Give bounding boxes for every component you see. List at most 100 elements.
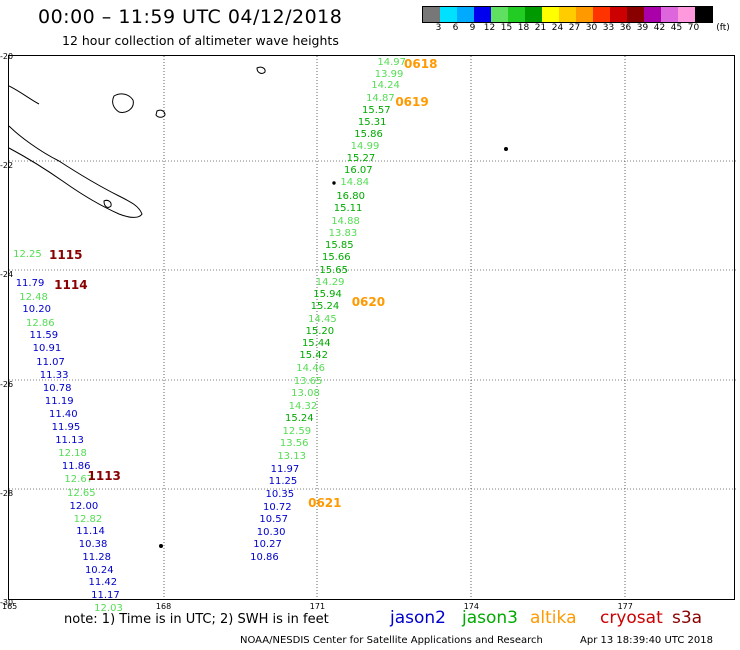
wave-height-value: 11.19: [44, 395, 74, 407]
wave-height-value: 13.56: [279, 438, 309, 450]
color-scale-bar: [422, 6, 713, 23]
wave-height-value: 11.25: [268, 476, 298, 488]
wave-height-value: 10.78: [42, 382, 72, 394]
wave-height-value: 11.17: [91, 590, 120, 602]
wave-height-value: 15.86: [354, 129, 383, 141]
pass-time-label: 1114: [54, 277, 88, 292]
legend-entry: s3a: [672, 608, 703, 628]
wave-height-value: 15.66: [321, 252, 351, 264]
color-scale-label: 70: [687, 23, 700, 33]
legend-entry: altika: [530, 608, 577, 628]
longitude-label: 171: [309, 602, 326, 611]
latitude-label: -28: [0, 488, 14, 498]
loyalty-island-maré: [112, 93, 134, 113]
color-swatch: [457, 7, 474, 22]
legend-entry: jason2: [390, 608, 446, 628]
islet-1: [504, 147, 508, 151]
wave-height-value: 12.03: [94, 602, 123, 614]
color-scale-label: 45: [670, 23, 683, 33]
wave-height-value: 14.88: [331, 215, 360, 227]
color-scale-label: 21: [534, 23, 547, 33]
color-swatch: [508, 7, 525, 22]
reef-line: [9, 85, 40, 105]
wave-height-value: 11.42: [88, 577, 118, 589]
color-swatch: [542, 7, 559, 22]
color-scale-label: 24: [551, 23, 564, 33]
islet-3: [159, 544, 163, 548]
wave-height-value: 10.20: [22, 304, 51, 316]
color-scale-label: 3: [435, 23, 442, 33]
credit-line: NOAA/NESDIS Center for Satellite Applica…: [240, 635, 543, 646]
wave-height-value: 12.82: [73, 513, 103, 525]
color-scale-label: 39: [636, 23, 649, 33]
color-swatch: [695, 7, 712, 22]
wave-height-value: 15.94: [313, 288, 342, 300]
wave-height-value: 11.33: [39, 369, 69, 381]
wave-height-value: 10.38: [78, 538, 108, 550]
wave-height-value: 10.35: [265, 489, 295, 501]
map-title: 00:00 – 11:59 UTC 04/12/2018: [38, 6, 343, 28]
wave-height-value: 13.99: [374, 68, 404, 80]
wave-height-value: 12.67: [64, 474, 94, 486]
wave-height-value: 15.31: [357, 117, 387, 129]
pass-time-label: 0618: [404, 56, 438, 71]
wave-height-value: 11.97: [270, 463, 300, 475]
wave-height-value: 11.95: [51, 422, 81, 433]
color-scale-label: 9: [469, 23, 476, 33]
pass-time-label: 1113: [87, 468, 121, 483]
wave-height-value: 13.08: [291, 388, 320, 400]
color-scale-label: 27: [568, 23, 581, 33]
wave-height-value: 14.32: [288, 400, 318, 412]
color-scale-labels: 3 6 9 12 15 18 21 24 27 30 33 36 39 42 45 70 (ft): [422, 23, 732, 37]
longitude-label: 168: [155, 602, 172, 611]
small-island-north: [256, 66, 266, 74]
pass-time-label: 0620: [351, 295, 386, 310]
color-swatch: [576, 7, 593, 22]
color-swatch: [593, 7, 610, 22]
wave-height-value: 12.18: [58, 448, 87, 460]
wave-height-value: 11.86: [61, 461, 91, 473]
longitude-label: 174: [463, 602, 479, 611]
color-scale-label: 6: [452, 23, 459, 33]
wave-height-value: 11.13: [55, 435, 84, 447]
latitude-label: -24: [0, 270, 14, 280]
wave-height-value: 16.07: [344, 165, 373, 177]
wave-height-value: 13.83: [328, 227, 358, 239]
latitude-label: -20: [0, 52, 14, 61]
map-canvas: [9, 56, 736, 601]
wave-height-value: 12.48: [19, 291, 48, 303]
pass-time-label: 1115: [49, 247, 83, 262]
wave-height-value: 14.87: [366, 92, 395, 104]
color-swatch: [440, 7, 457, 22]
wave-height-value: 15.65: [319, 264, 349, 276]
map-subtitle: 12 hour collection of altimeter wave hei…: [62, 33, 339, 48]
wave-height-value: 15.85: [325, 239, 354, 251]
wave-height-value: 12.25: [13, 249, 42, 261]
wave-height-value: 11.79: [15, 277, 45, 289]
color-swatch: [610, 7, 627, 22]
wave-height-value: 15.11: [333, 203, 363, 215]
wave-height-value: 10.72: [262, 501, 292, 513]
map-frame: [8, 55, 736, 601]
loyalty-island-lifou: [155, 109, 166, 118]
wave-height-value: 15.57: [361, 104, 391, 116]
color-scale-label: 42: [653, 23, 666, 33]
wave-height-value: 15.24: [285, 413, 314, 425]
wave-height-value: 12.65: [66, 487, 96, 499]
longitude-label: 177: [617, 602, 633, 611]
wave-height-value: 14.46: [296, 363, 325, 375]
color-swatch: [474, 7, 491, 22]
wave-height-value: 10.24: [84, 564, 114, 576]
wave-height-value: 10.30: [256, 526, 286, 538]
wave-height-value: 14.24: [371, 80, 400, 92]
color-scale-label: 33: [602, 23, 615, 33]
wave-height-value: 15.44: [301, 338, 331, 350]
color-scale-unit: (ft): [716, 23, 730, 33]
grande-terre-island: [9, 125, 143, 218]
new-caledonia-coastline: [9, 66, 508, 548]
color-scale-label: 30: [585, 23, 598, 33]
color-scale-label: 18: [517, 23, 530, 33]
color-swatch: [525, 7, 542, 22]
latitude-label: -22: [0, 161, 14, 171]
longitude-label: 165: [2, 602, 18, 611]
